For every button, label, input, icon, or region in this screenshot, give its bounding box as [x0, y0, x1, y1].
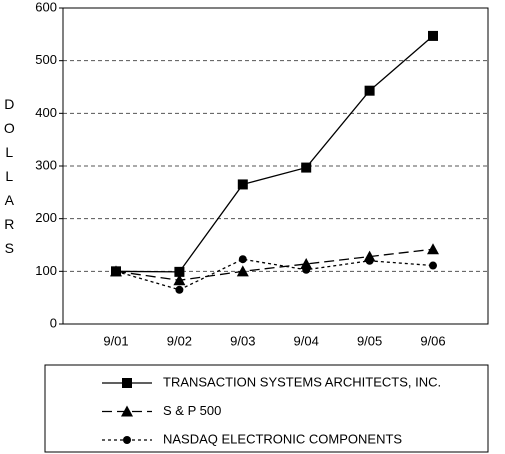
marker: [173, 274, 186, 286]
marker: [237, 179, 248, 190]
marker: [365, 256, 374, 265]
legend-label: TRANSACTION SYSTEMS ARCHITECTS, INC.: [163, 374, 441, 389]
y-tick-label: 600: [35, 0, 57, 14]
y-tick-label: 500: [35, 52, 57, 67]
series-line: [115, 35, 434, 273]
x-tick-label: 9/02: [167, 333, 192, 348]
series-line: [115, 258, 434, 291]
marker: [236, 265, 249, 277]
series-line: [115, 248, 434, 281]
marker: [364, 85, 375, 96]
marker: [302, 265, 311, 274]
y-tick-label: 400: [35, 105, 57, 120]
x-tick-label: 9/04: [294, 333, 319, 348]
marker: [112, 267, 120, 276]
legend-marker: [122, 378, 132, 388]
y-axis-label: DOLLARS: [1, 96, 17, 264]
y-tick-label: 100: [35, 263, 57, 278]
x-tick-label: 9/01: [103, 333, 128, 348]
legend-box: [44, 364, 489, 453]
x-tick-label: 9/03: [230, 333, 255, 348]
y-tick-label: 300: [35, 157, 57, 172]
y-tick-label: 200: [35, 210, 57, 225]
marker: [174, 266, 185, 277]
marker: [427, 243, 439, 255]
marker: [175, 285, 184, 294]
marker: [301, 162, 312, 173]
x-tick-label: 9/06: [420, 333, 445, 348]
legend-label: S & P 500: [163, 403, 221, 418]
marker: [300, 257, 313, 269]
y-tick-label: 0: [50, 315, 57, 330]
legend-label: NASDAQ ELECTRONIC COMPONENTS: [163, 431, 402, 446]
legend-marker: [121, 405, 133, 417]
marker: [429, 261, 437, 270]
marker: [428, 30, 438, 41]
x-tick-label: 9/05: [357, 333, 382, 348]
marker: [238, 255, 247, 264]
legend-marker: [123, 436, 131, 444]
plot-frame: [62, 7, 489, 325]
